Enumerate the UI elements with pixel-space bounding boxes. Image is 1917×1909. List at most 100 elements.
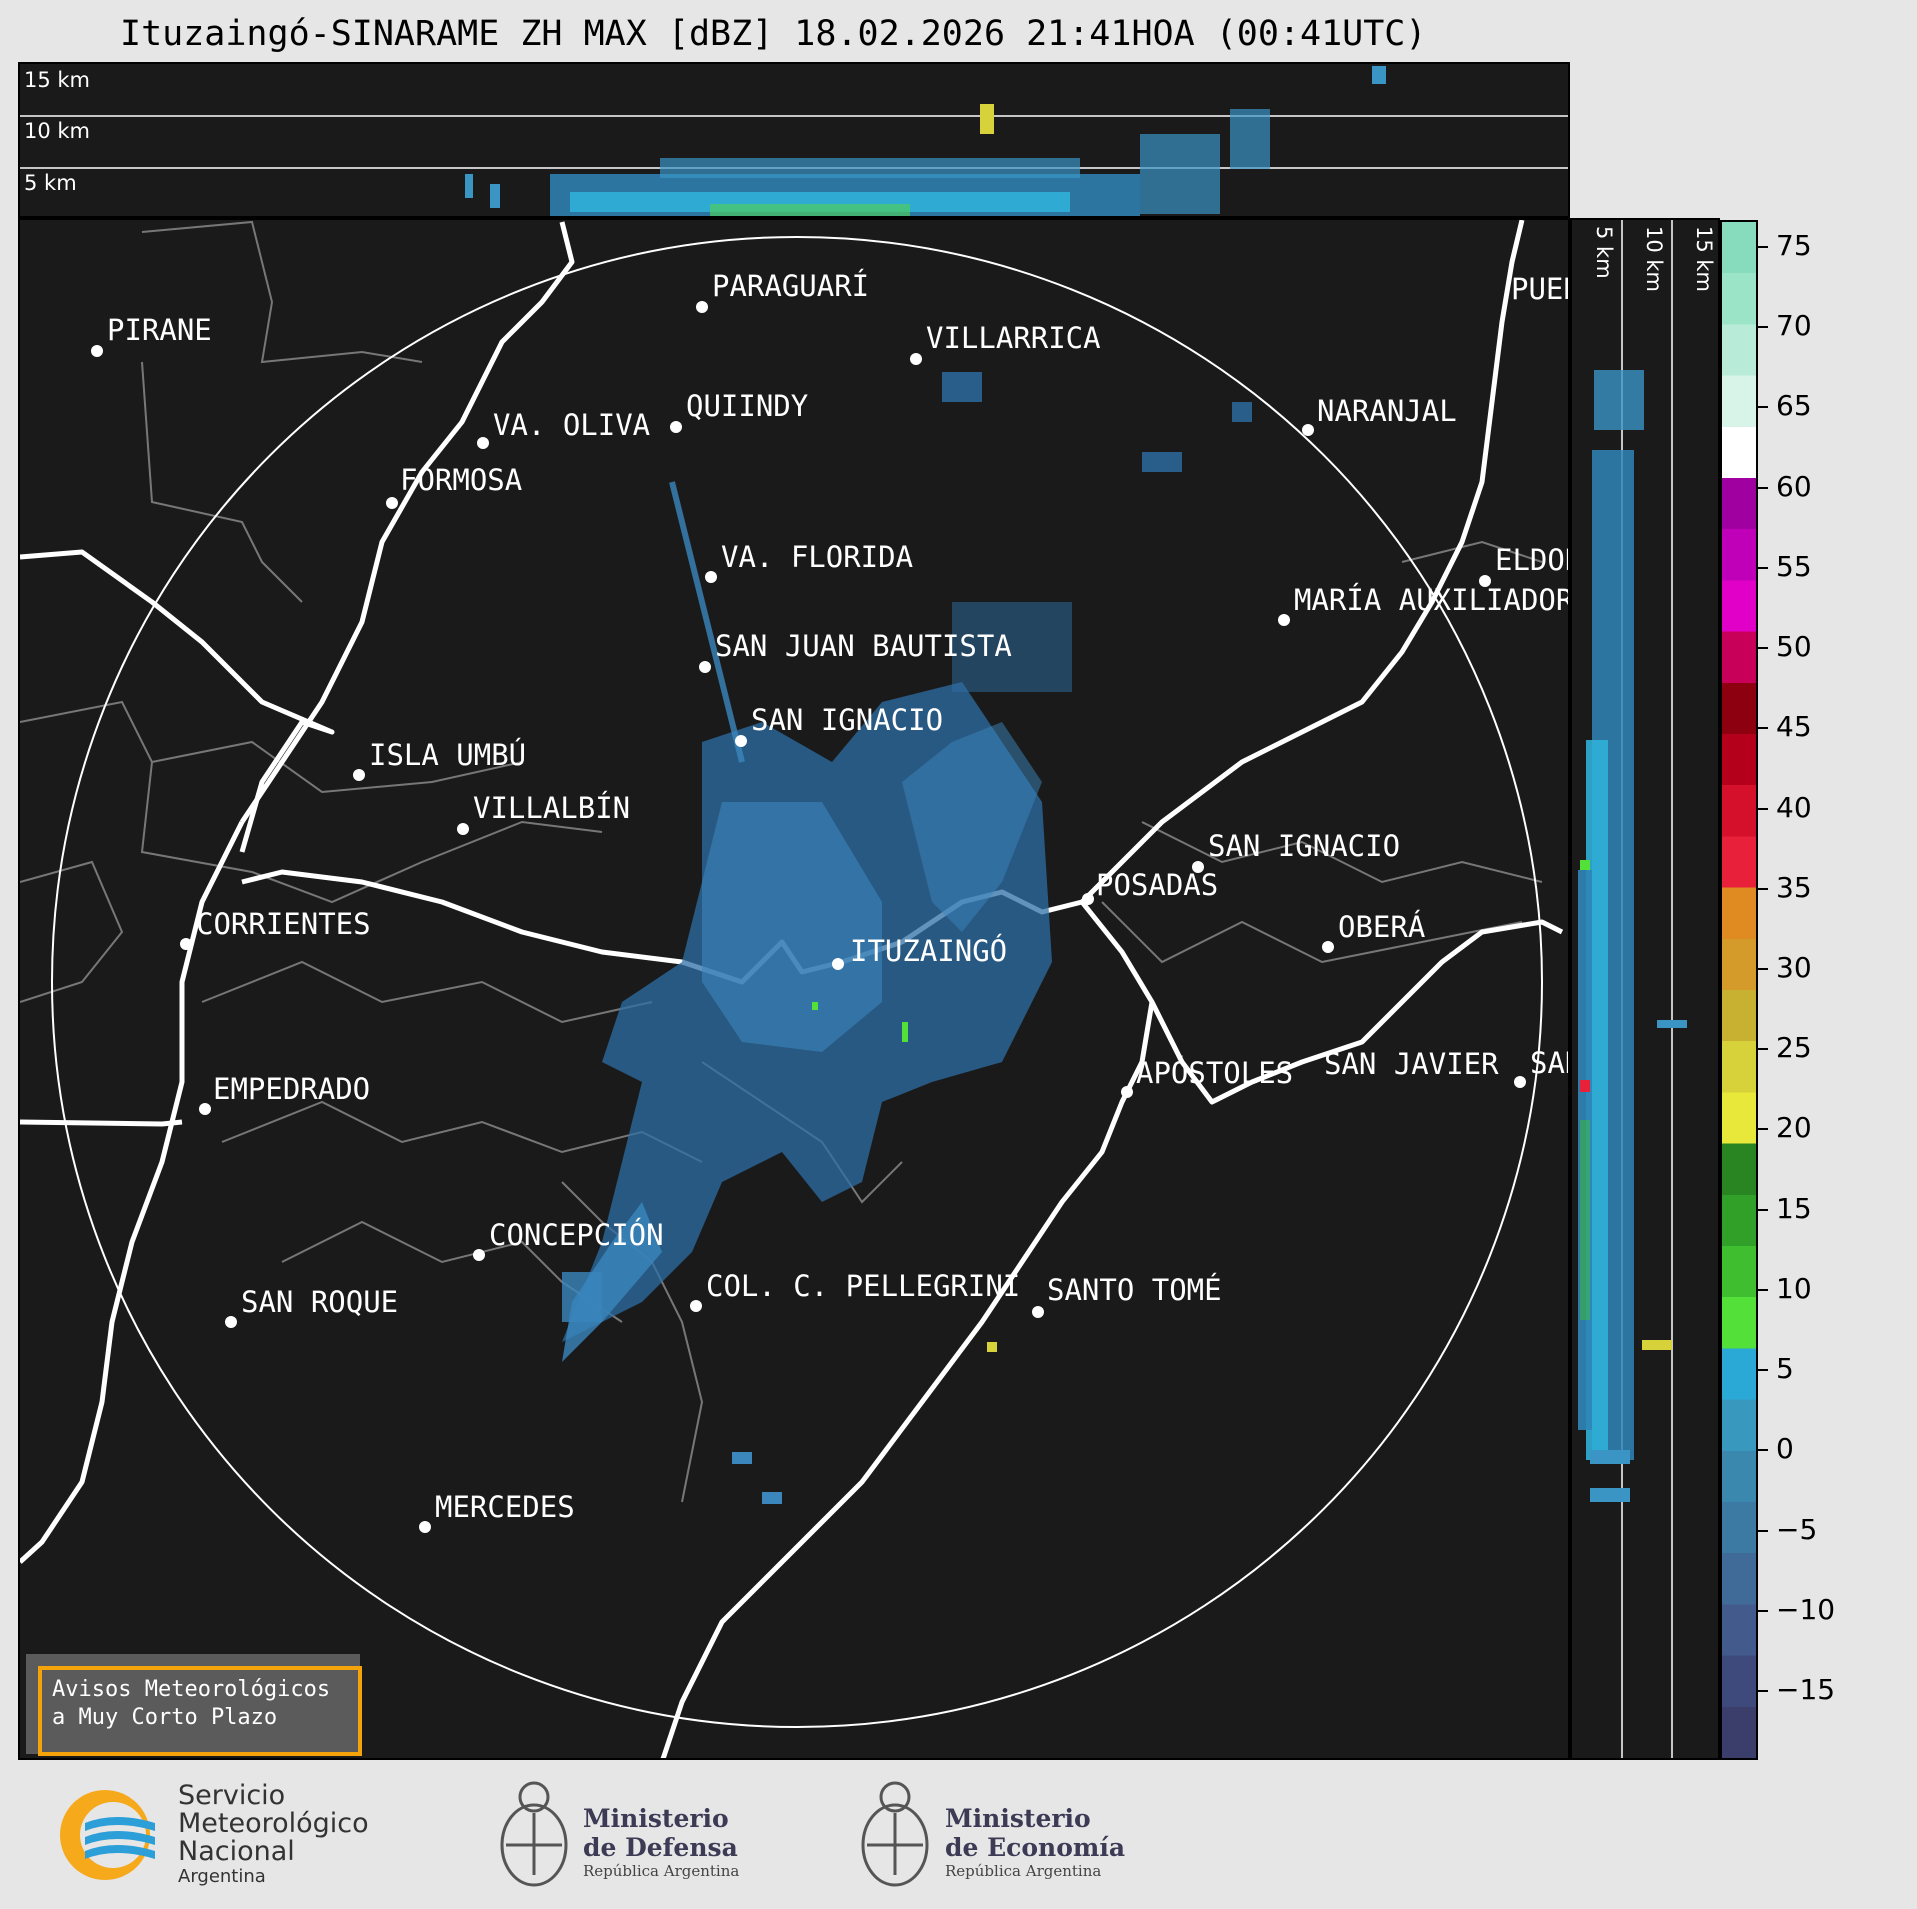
city-label-villalbin: VILLALBÍN: [473, 791, 630, 825]
colorbar-tick-label: 45: [1758, 710, 1812, 743]
smn-line-3: Nacional: [178, 1836, 295, 1867]
radar-map: PIRANE PARAGUARÍ VILLARRICA QUIINDY VA. …: [20, 220, 1570, 1758]
city-dot-eldorado: [1479, 575, 1491, 587]
colorbar-tick-label: 35: [1758, 871, 1812, 904]
city-label-posadas: POSADAS: [1096, 868, 1218, 902]
city-dot-san-ignacio-py: [735, 735, 747, 747]
radar-echoes: [562, 372, 1252, 1504]
city-label-va-oliva: VA. OLIVA: [493, 408, 650, 442]
top-echoes: [465, 66, 1386, 216]
warning-line-1: Avisos Meteorológicos: [52, 1677, 331, 1702]
city-label-quiindy: QUIINDY: [686, 389, 808, 423]
city-label-formosa: FORMOSA: [400, 463, 522, 497]
city-label-col-c-pellegrini: COL. C. PELLEGRINI: [706, 1269, 1020, 1303]
colorbar-tick-label: 10: [1758, 1272, 1812, 1305]
defensa-line-3: República Argentina: [583, 1862, 740, 1880]
coat-of-arms-icon: [500, 1781, 568, 1887]
city-dot-isla-umbu: [353, 769, 365, 781]
city-dot-apostoles: [1121, 1086, 1133, 1098]
side-cross-section-graphic: [1578, 220, 1687, 1758]
city-dot-paraguari: [696, 301, 708, 313]
city-dot-ituzaingo: [832, 958, 844, 970]
city-label-san-ignacio-py: SAN IGNACIO: [751, 703, 943, 737]
chart-title: Ituzaingó-SINARAME ZH MAX [dBZ] 18.02.20…: [120, 14, 1427, 54]
city-dot-quiindy: [670, 421, 682, 433]
city-dot-corrientes: [180, 938, 192, 950]
colorbar-tick-label: 15: [1758, 1192, 1812, 1225]
colorbar-tick-label: 5: [1758, 1352, 1794, 1385]
city-dot-san-roque: [225, 1316, 237, 1328]
city-dot-va-oliva: [477, 437, 489, 449]
side-height-label-10: 10 km: [1642, 226, 1666, 293]
top-height-label-5: 5 km: [24, 171, 77, 195]
city-label-villarrica: VILLARRICA: [926, 321, 1101, 355]
city-dot-pirane: [91, 345, 103, 357]
city-label-eldorado: ELDORADO: [1495, 543, 1570, 577]
colorbar-tick-label: 75: [1758, 229, 1812, 262]
city-label-ituzaingo: ITUZAINGÓ: [850, 934, 1007, 968]
colorbar-tick-label: 70: [1758, 309, 1812, 342]
economia-line-3: República Argentina: [945, 1862, 1102, 1880]
smn-line-1: Servicio: [178, 1780, 286, 1811]
city-label-paraguari: PARAGUARÍ: [712, 269, 869, 303]
side-height-label-5: 5 km: [1592, 226, 1616, 279]
city-label-san-roque: SAN ROQUE: [241, 1285, 398, 1319]
city-label-maria-auxiliadora: MARÍA AUXILIADORA: [1294, 583, 1570, 617]
city-label-san-juan-bautista: SAN JUAN BAUTISTA: [715, 629, 1012, 663]
side-echoes: [1578, 370, 1687, 1502]
colorbar-tick-label: 40: [1758, 791, 1812, 824]
city-label-apostoles: APÓSTOLES: [1136, 1056, 1293, 1090]
side-cross-section-panel: 5 km 10 km 15 km: [1570, 218, 1720, 1760]
warning-box-frame[interactable]: Avisos Meteorológicos a Muy Corto Plazo: [38, 1666, 362, 1756]
city-dot-posadas: [1082, 893, 1094, 905]
city-label-obera: OBERÁ: [1338, 910, 1425, 944]
rivers: [20, 220, 1564, 1758]
city-label-mercedes: MERCEDES: [435, 1490, 575, 1524]
defensa-line-2: de Defensa: [583, 1833, 738, 1862]
colorbar-tick-label: 25: [1758, 1031, 1812, 1064]
city-label-san: SAN: [1530, 1046, 1570, 1080]
city-label-concepcion: CONCEPCIÓN: [489, 1218, 664, 1252]
defensa-line-1: Ministerio: [583, 1804, 729, 1833]
city-dot-santo-tome: [1032, 1306, 1044, 1318]
city-dot-obera: [1322, 941, 1334, 953]
radar-map-panel: PIRANE PARAGUARÍ VILLARRICA QUIINDY VA. …: [18, 218, 1570, 1760]
city-dot-concepcion: [473, 1249, 485, 1261]
city-label-empedrado: EMPEDRADO: [213, 1072, 370, 1106]
colorbar-tick-label: 55: [1758, 550, 1812, 583]
city-dot-mercedes: [419, 1521, 431, 1533]
side-height-label-15: 15 km: [1692, 226, 1716, 293]
warning-line-2: a Muy Corto Plazo: [52, 1705, 278, 1730]
top-height-label-15: 15 km: [24, 68, 91, 92]
colorbar-tick-label: 60: [1758, 470, 1812, 503]
top-cross-section-panel: 15 km 10 km 5 km: [18, 62, 1570, 218]
economia-line-2: de Economía: [945, 1833, 1126, 1862]
colorbar-tick-label: 50: [1758, 630, 1812, 663]
colorbar-tick-label: −15: [1758, 1673, 1835, 1706]
economia-line-1: Ministerio: [945, 1804, 1091, 1833]
range-ring: [51, 236, 1543, 1728]
colorbar-tick-label: 20: [1758, 1111, 1812, 1144]
city-dot-san-ignacio-ar: [1192, 861, 1204, 873]
city-label-san-javier: SAN JAVIER: [1324, 1047, 1499, 1081]
city-dot-naranjal: [1302, 424, 1314, 436]
city-markers: PIRANE PARAGUARÍ VILLARRICA QUIINDY VA. …: [91, 269, 1570, 1533]
city-dot-villalbin: [457, 823, 469, 835]
smn-line-4: Argentina: [178, 1866, 266, 1887]
coat-of-arms-icon: [861, 1781, 929, 1887]
city-label-isla-umbu: ISLA UMBÚ: [369, 738, 526, 772]
colorbar-tick-label: 0: [1758, 1432, 1794, 1465]
city-dot-va-florida: [705, 571, 717, 583]
city-dot-formosa: [386, 497, 398, 509]
warning-box[interactable]: Avisos Meteorológicos a Muy Corto Plazo: [26, 1654, 362, 1756]
top-height-label-10: 10 km: [24, 119, 91, 143]
city-label-puerto: PUERTO: [1511, 272, 1570, 306]
city-label-san-ignacio-ar: SAN IGNACIO: [1208, 829, 1400, 863]
colorbar-tick-label: 65: [1758, 389, 1812, 422]
city-label-santo-tome: SANTO TOMÉ: [1047, 1273, 1222, 1307]
colorbar-tick-label: 30: [1758, 951, 1812, 984]
smn-line-2: Meteorológico: [178, 1808, 369, 1839]
city-dot-san: [1514, 1076, 1526, 1088]
colorbar-tick-label: −10: [1758, 1593, 1835, 1626]
city-dot-empedrado: [199, 1103, 211, 1115]
